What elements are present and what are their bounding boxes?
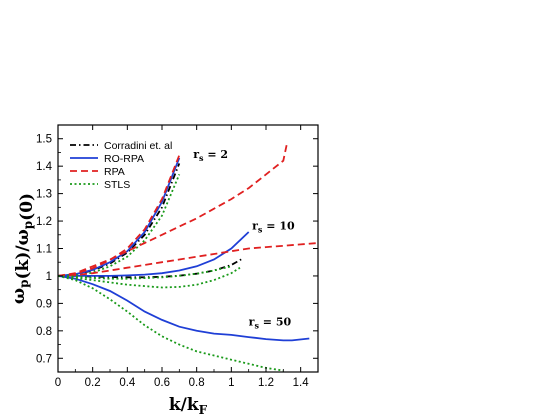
x-tick-label: 1.4 — [293, 377, 310, 389]
y-tick-label: 1 — [46, 271, 52, 283]
series-line-stls-r-s-10 — [58, 265, 232, 280]
plot-frame — [57, 124, 319, 373]
legend-item: RO-RPA — [70, 153, 144, 165]
axes-layer: 0 0.2 0.4 0.6 0.8 1 1.2 1.4 0.7 0.8 0.9 1 1.1 1.2 1.3 1… — [36, 124, 319, 389]
y-tick-label: 1.3 — [36, 189, 52, 201]
annotations: rs = 2 rs = 10 rs = 50 — [193, 148, 295, 330]
y-tick-label: 1.4 — [36, 161, 53, 173]
y-axis-title: ωp(k)/ωp(0) — [9, 193, 37, 304]
legend-item: RPA — [70, 166, 125, 178]
series-line-ro-rpa-r-s-2 — [58, 157, 181, 277]
series-line-corradini-et-al-r-s-2 — [58, 163, 181, 277]
legend-label: RPA — [104, 166, 125, 178]
y-tick-label: 1.1 — [36, 244, 52, 256]
legend-item: Corradini et. al — [70, 140, 172, 152]
x-tick-label: 0 — [55, 377, 61, 389]
x-tick-label: 1.2 — [258, 377, 274, 389]
series-lines — [58, 144, 318, 372]
legend-label: RO-RPA — [104, 153, 144, 165]
legend-item: STLS — [70, 179, 130, 191]
x-tick-label: 0.6 — [154, 377, 170, 389]
x-tick-label: 0.2 — [85, 377, 101, 389]
series-line-ro-rpa-r-s-50 — [58, 275, 310, 342]
x-axis-title: k/kF — [169, 395, 208, 417]
x-tick-label: 0.8 — [189, 377, 205, 389]
y-tick-label: 0.8 — [36, 326, 52, 338]
annotation-label: rs = 10 — [252, 219, 295, 234]
series-line-stls-r-s-10-lower — [58, 266, 241, 289]
x-tick-label: 0.4 — [119, 377, 136, 389]
legend-label: STLS — [104, 179, 130, 191]
y-tick-label: 0.9 — [36, 298, 52, 310]
x-tick-label: 1 — [228, 377, 234, 389]
annotation-label: rs = 2 — [193, 148, 228, 163]
series-line-rpa-upper — [58, 144, 288, 277]
y-tick-label: 1.5 — [36, 134, 52, 146]
plot-layer — [58, 144, 318, 372]
annotation-label: rs = 50 — [249, 315, 292, 330]
legend-label: Corradini et. al — [104, 140, 172, 152]
series-line-ro-rpa-r-s-10 — [58, 231, 250, 277]
y-tick-label: 1.2 — [36, 216, 52, 228]
series-line-stls-r-s-2 — [58, 174, 181, 277]
y-tick-label: 0.7 — [36, 353, 52, 365]
axis-titles: k/kF ωp(k)/ωp(0) — [9, 193, 208, 417]
series-line-rpa-r-s-10 — [58, 242, 318, 277]
series-line-stls-r-s-50 — [58, 275, 284, 372]
